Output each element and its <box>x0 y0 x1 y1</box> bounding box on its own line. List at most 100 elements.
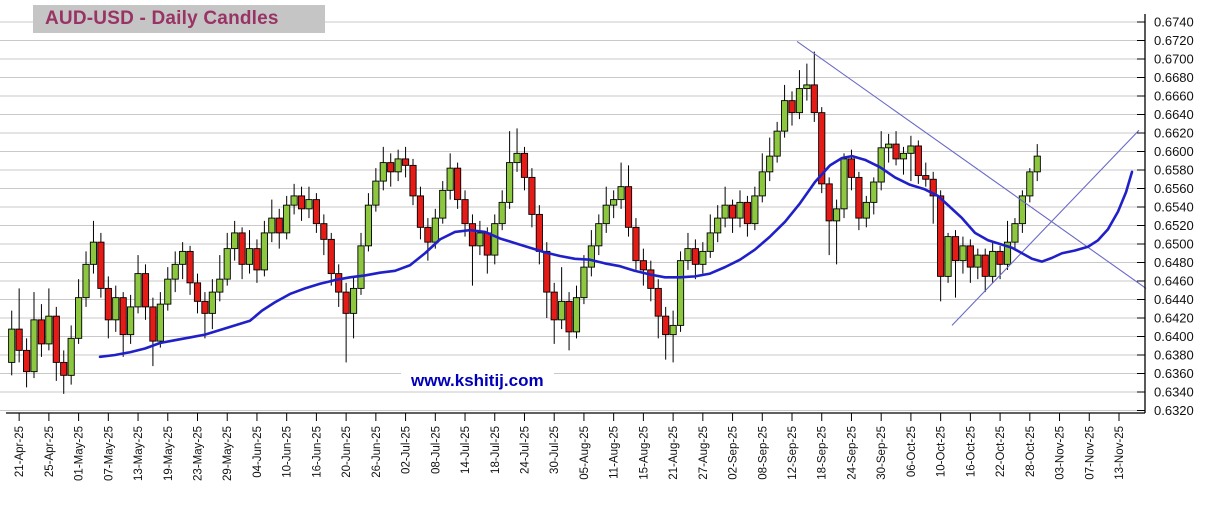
bullish-candle <box>877 147 885 183</box>
x-axis-label: 20-Jun-25 <box>341 426 353 478</box>
bullish-candle <box>899 152 908 160</box>
bearish-candle <box>892 143 900 160</box>
bearish-candle <box>966 245 974 268</box>
bullish-candle <box>208 291 216 314</box>
gridlines <box>0 21 1145 411</box>
y-axis-label: 0.6600 <box>1154 144 1194 159</box>
y-axis-label: 0.6680 <box>1154 70 1194 85</box>
bearish-candle <box>193 282 202 302</box>
y-axis-label: 0.6420 <box>1154 311 1194 326</box>
bullish-candle <box>1026 171 1034 197</box>
x-axis-label: 29-May-25 <box>222 426 234 481</box>
y-axis-label: 0.6740 <box>1154 15 1194 30</box>
x-axis-label: 19-May-25 <box>163 426 175 481</box>
bearish-candle <box>535 213 543 252</box>
bullish-candle <box>506 162 514 203</box>
bearish-candle <box>201 300 209 314</box>
bearish-candle <box>97 241 105 289</box>
y-axis-label: 0.6440 <box>1154 292 1194 307</box>
x-axis-label: 10-Oct-25 <box>936 426 948 477</box>
bullish-candle <box>580 266 588 299</box>
bullish-candle <box>75 297 83 339</box>
bullish-candle <box>260 232 268 271</box>
bearish-candle <box>520 152 529 178</box>
bullish-candle <box>394 158 402 173</box>
bearish-candle <box>937 195 945 277</box>
bullish-candle <box>8 328 16 363</box>
bullish-candle <box>357 245 365 289</box>
bearish-candle <box>275 217 283 234</box>
bearish-candle <box>483 232 491 256</box>
x-axis-label: 27-Aug-25 <box>698 426 710 480</box>
x-axis-label: 11-Aug-25 <box>609 426 621 479</box>
bullish-candle <box>699 250 707 265</box>
bullish-candle <box>164 278 172 305</box>
bullish-candle <box>751 195 759 225</box>
bullish-candle <box>974 254 982 268</box>
x-axis-label: 02-Jul-25 <box>401 426 413 474</box>
bullish-candle <box>231 232 239 250</box>
bullish-candle <box>587 245 595 268</box>
bearish-candle <box>297 195 306 210</box>
x-axis-label: 02-Sep-25 <box>728 426 740 480</box>
bullish-candle <box>572 297 581 333</box>
y-axis-label: 0.6640 <box>1154 107 1194 122</box>
x-axis-label: 04-Jun-25 <box>252 426 264 478</box>
bearish-candle <box>149 306 157 342</box>
bearish-candle <box>691 248 699 265</box>
x-axis-label: 14-Jul-25 <box>460 426 472 474</box>
x-axis-label: 07-Nov-25 <box>1084 426 1096 480</box>
x-axis-label: 12-Sep-25 <box>787 426 799 480</box>
x-axis-label: 28-Oct-25 <box>1025 426 1037 477</box>
bullish-candle <box>766 155 774 173</box>
bullish-candle <box>379 162 387 182</box>
bullish-candle <box>134 273 142 308</box>
bullish-candle <box>1011 223 1019 243</box>
bearish-candle <box>647 269 655 289</box>
bullish-candle <box>781 100 789 132</box>
bullish-candle <box>171 263 179 280</box>
x-axis-label: 16-Oct-25 <box>965 426 977 477</box>
bullish-candle <box>216 278 224 293</box>
ascending-support-line <box>951 129 1140 326</box>
bullish-candle <box>349 287 358 314</box>
bearish-candle <box>981 254 989 277</box>
bullish-candle <box>602 204 610 225</box>
chart-title: AUD-USD - Daily Candles <box>33 5 325 33</box>
bullish-candle <box>45 315 53 345</box>
bullish-candle <box>558 300 566 321</box>
x-axis-label: 15-Aug-25 <box>638 426 650 480</box>
bullish-candle <box>179 250 187 265</box>
moving-average-line <box>98 154 1134 359</box>
bullish-candle <box>476 232 484 247</box>
y-axis-label: 0.6380 <box>1154 348 1194 363</box>
bullish-candle <box>610 199 618 206</box>
y-axis-label: 0.6620 <box>1154 126 1194 141</box>
bearish-candle <box>728 204 737 219</box>
x-axis-label: 05-Aug-25 <box>579 426 591 480</box>
bearish-candle <box>52 315 60 363</box>
y-axis-label: 0.6720 <box>1154 33 1194 48</box>
bearish-candle <box>922 175 930 180</box>
bullish-candle <box>758 171 766 197</box>
bullish-candle <box>245 248 254 265</box>
bullish-candle <box>907 145 915 154</box>
bullish-candle <box>1003 241 1012 265</box>
x-axis-label: 25-Apr-25 <box>44 426 56 477</box>
x-axis-label: 06-Oct-25 <box>906 426 918 477</box>
bearish-candle <box>320 223 328 240</box>
bearish-candle <box>253 248 261 271</box>
bearish-candle <box>409 164 417 197</box>
bullish-candle <box>676 260 685 326</box>
x-axis-label: 24-Sep-25 <box>846 426 858 480</box>
bullish-candle <box>372 180 380 206</box>
bullish-candle <box>773 130 781 157</box>
x-axis-label: 26-Jun-25 <box>371 426 383 478</box>
y-axis-label: 0.6700 <box>1154 52 1194 67</box>
bearish-candle <box>818 112 826 185</box>
x-axis-label: 24-Jul-25 <box>519 426 531 474</box>
bearish-candle <box>186 250 194 284</box>
bullish-candle <box>862 201 870 219</box>
x-axis-label: 08-Sep-25 <box>757 426 769 480</box>
bearish-candle <box>855 176 863 219</box>
